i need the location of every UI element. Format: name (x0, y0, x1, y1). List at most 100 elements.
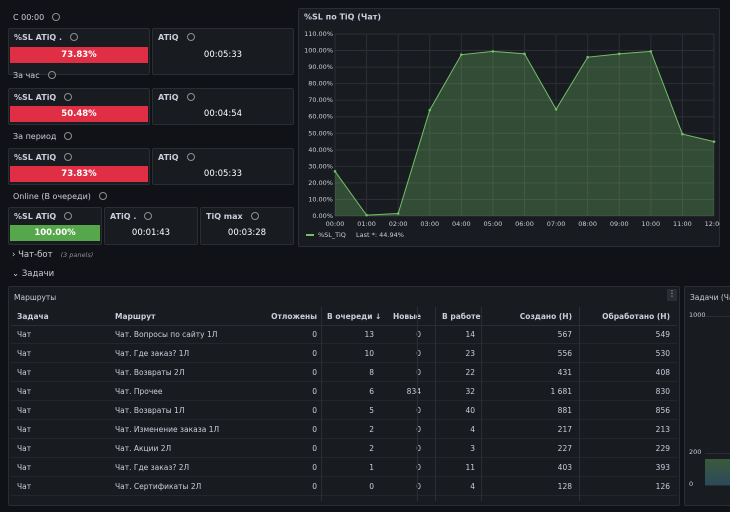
table-cell: 1 681 (550, 387, 572, 396)
column-header[interactable]: Создано (Н) (519, 312, 572, 321)
area (335, 51, 714, 216)
table-cell: 0 (312, 406, 317, 415)
y-tick-label: 70.00% (308, 96, 333, 104)
panel-title: ATiQ (158, 153, 195, 162)
stat-panel: %SL ATiQ 50.48% (8, 88, 150, 125)
menu-icon[interactable]: ⋮ (667, 289, 677, 301)
row-border (11, 343, 677, 344)
point (617, 52, 621, 56)
info-icon[interactable] (250, 212, 259, 220)
column-border (417, 307, 418, 501)
table-cell: 0 (312, 425, 317, 434)
chart-panel: %SL по TiQ (Чат) 0.00% 10.00% 20.00% 30.00% 4… (298, 8, 720, 247)
point (649, 50, 653, 53)
y-tick-label: 0 (689, 480, 694, 488)
x-tick-label: 03:00 (420, 220, 439, 228)
info-icon[interactable] (98, 192, 107, 200)
table-cell: 10 (364, 349, 374, 358)
stat-value: 73.83% (10, 166, 148, 182)
x-tick-label: 04:00 (452, 220, 471, 228)
stat-value: 100.00% (10, 225, 100, 241)
info-icon[interactable] (144, 212, 153, 220)
row-border (11, 419, 677, 420)
side-panel: Задачи (Ча 1000 200 0 (684, 286, 730, 506)
info-icon[interactable] (47, 71, 56, 79)
panel-title: Задачи (Ча (690, 293, 730, 302)
stat-panel: %SL ATiQ . 73.83% (8, 28, 150, 75)
row-border (11, 476, 677, 477)
header-border (11, 325, 677, 326)
panel-title: %SL ATiQ (14, 93, 73, 102)
section-title: За час (13, 71, 56, 80)
panel-title-text: %SL ATiQ . (14, 33, 63, 42)
table-cell: 0 (416, 330, 421, 339)
info-icon[interactable] (64, 212, 73, 220)
x-tick-label: 01:00 (357, 220, 376, 228)
column-header[interactable]: Задача (17, 312, 49, 321)
table-cell: 0 (416, 444, 421, 453)
info-icon[interactable] (70, 33, 79, 41)
table-cell: Чат (17, 482, 32, 491)
column-header[interactable]: Новые (392, 312, 421, 321)
column-header[interactable]: Отложены (271, 312, 317, 321)
table-cell: 830 (655, 387, 670, 396)
info-icon[interactable] (64, 132, 73, 140)
table-cell: 126 (655, 482, 670, 491)
y-tick-label: 60.00% (308, 113, 333, 121)
table-cell: Чат. Возвраты 2Л (115, 368, 185, 377)
point (712, 140, 716, 143)
table-cell: 13 (364, 330, 374, 339)
info-icon[interactable] (186, 33, 195, 41)
table-cell: Чат. Вопросы по сайту 1Л (115, 330, 218, 339)
column-header[interactable]: В очереди ↓ (327, 312, 382, 321)
table-cell: 0 (416, 463, 421, 472)
row-title: Чат-бот (18, 250, 53, 260)
row-title: Задачи (21, 269, 55, 279)
table-cell: 217 (557, 425, 572, 434)
x-tick-label: 07:00 (547, 220, 566, 228)
table-cell: 40 (465, 406, 475, 415)
x-tick-label: 09:00 (610, 220, 629, 228)
point (396, 212, 400, 215)
column-header[interactable]: Маршрут (115, 312, 156, 321)
info-icon[interactable] (186, 153, 195, 161)
y-tick-label: 90.00% (308, 63, 333, 71)
point (554, 107, 558, 111)
area (705, 459, 730, 485)
info-icon[interactable] (64, 153, 73, 161)
table-cell: 4 (470, 425, 475, 434)
y-tick-label: 40.00% (308, 146, 333, 154)
table-cell: 0 (416, 349, 421, 358)
row-note: (3 panels) (60, 251, 94, 259)
info-icon[interactable] (186, 93, 195, 101)
table-cell: Чат (17, 406, 32, 415)
row-border (11, 400, 677, 401)
point (333, 170, 337, 173)
table-cell: 3 (470, 444, 475, 453)
panel-title: %SL ATiQ (14, 212, 73, 221)
panel-title-text: ATiQ (158, 153, 179, 162)
x-tick-label: 06:00 (515, 220, 534, 228)
point (365, 213, 368, 217)
y-tick-label: 30.00% (308, 162, 333, 170)
column-border (579, 307, 580, 501)
table-cell: 23 (465, 349, 475, 358)
column-header[interactable]: В работе (442, 312, 481, 321)
table-cell: Чат. Акции 2Л (115, 444, 172, 453)
stat-panel: ATiQ 00:04:54 (152, 88, 294, 125)
grid-line (705, 453, 730, 454)
info-icon[interactable] (52, 13, 61, 21)
row-header[interactable]: › Чат-бот (3 panels) (12, 250, 93, 260)
y-tick-label: 110.00% (304, 30, 333, 38)
row-header[interactable]: ⌄ Задачи (12, 269, 54, 279)
x-tick-label: 11:00 (673, 220, 692, 228)
table-cell: Чат (17, 349, 32, 358)
x-tick-label: 08:00 (578, 220, 597, 228)
table-cell: Чат (17, 368, 32, 377)
table-cell: 0 (416, 425, 421, 434)
table-cell: 431 (557, 368, 572, 377)
stat-value: 00:04:54 (203, 109, 243, 119)
info-icon[interactable] (64, 93, 73, 101)
column-header[interactable]: Обработано (Н) (602, 312, 670, 321)
